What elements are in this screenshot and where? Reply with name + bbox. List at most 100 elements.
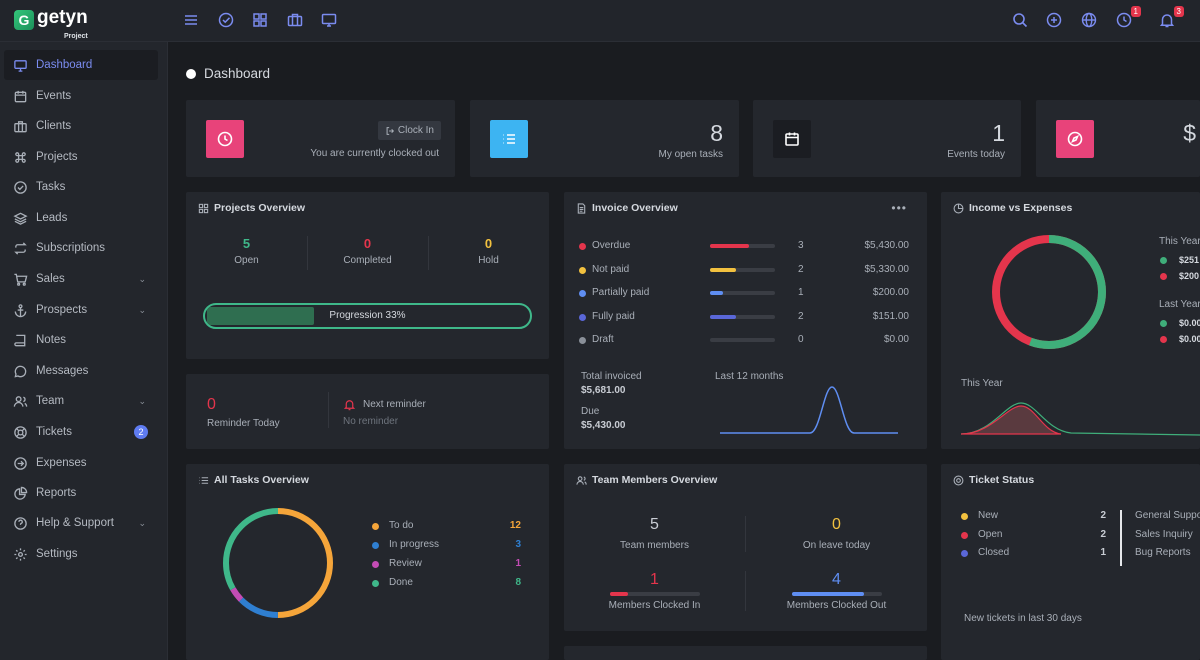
sidebar-item-notes[interactable]: Notes <box>4 325 158 355</box>
briefcase-icon[interactable] <box>286 11 304 29</box>
monitor-icon[interactable] <box>320 11 338 29</box>
clocked-in-label: Members Clocked In <box>608 600 701 611</box>
ty-income: $251 <box>1160 255 1199 265</box>
logo[interactable]: G getyn Project <box>14 7 88 40</box>
clocked-out-bar <box>791 592 882 596</box>
ly-income-value: $0.00 <box>1179 318 1200 328</box>
status-dot <box>961 531 968 539</box>
invoice-row[interactable]: Overdue 3 $5,430.00 <box>579 240 909 254</box>
sidebar-item-help-support[interactable]: Help & Support ⌄ <box>4 508 158 538</box>
invoice-row[interactable]: Draft 0 $0.00 <box>579 334 909 348</box>
ticket-type-item[interactable]: Sales Inquiry <box>1135 528 1193 540</box>
team-overview-card: Team Members Overview 5 Team members 0 O… <box>564 464 927 631</box>
next-reminder[interactable]: Next reminder <box>343 398 426 411</box>
sidebar-item-projects[interactable]: Projects <box>4 142 158 172</box>
invoice-row-count: 1 <box>798 287 804 298</box>
sidebar-item-team[interactable]: Team ⌄ <box>4 386 158 416</box>
status-dot <box>579 337 586 344</box>
menu-icon[interactable] <box>182 11 200 29</box>
calendar-icon <box>773 120 811 158</box>
donut-slice-done[interactable] <box>223 508 333 618</box>
sidebar-item-clients[interactable]: Clients <box>4 111 158 141</box>
team-title: Team Members Overview <box>592 474 718 486</box>
top-bar: G getyn Project 1 3 <box>0 0 1200 42</box>
clock-badge: 1 <box>1130 6 1141 17</box>
ticket-status-row[interactable]: Open 2 <box>961 529 1106 543</box>
sidebar-item-tasks[interactable]: Tasks <box>4 172 158 202</box>
clock-icon[interactable]: 1 <box>1115 6 1141 29</box>
sidebar-item-dashboard[interactable]: Dashboard <box>4 50 158 80</box>
income-expenses-card: Income vs Expenses This Year $251 $200 L… <box>941 192 1200 449</box>
ticket-status-card: Ticket Status New 2 Open 2 Closed 1 General S… <box>941 464 1200 660</box>
sidebar-item-tickets[interactable]: Tickets 2 <box>4 417 158 447</box>
due-label: Due <box>581 406 600 417</box>
task-legend-item[interactable]: To do 12 <box>372 520 536 534</box>
add-circle-icon[interactable] <box>1045 11 1063 29</box>
task-legend-item[interactable]: In progress 3 <box>372 539 536 553</box>
bell-icon[interactable]: 3 <box>1158 6 1184 29</box>
ticket-status-row[interactable]: Closed 1 <box>961 547 1106 561</box>
last-year-label: Last Year <box>1159 299 1200 310</box>
open-tasks-card[interactable]: 8 My open tasks <box>470 100 739 177</box>
total-invoiced-value: $5,681.00 <box>581 385 626 396</box>
sidebar-item-sales[interactable]: Sales ⌄ <box>4 264 158 294</box>
invoice-row-label: Not paid <box>592 263 630 275</box>
task-legend-count: 3 <box>515 539 521 550</box>
this-year-label: This Year <box>1159 236 1200 247</box>
ticket-type-item[interactable]: General Suppo <box>1135 510 1200 521</box>
sidebar-item-events[interactable]: Events <box>4 81 158 111</box>
invoice-row[interactable]: Partially paid 1 $200.00 <box>579 287 909 301</box>
invoice-row[interactable]: Fully paid 2 $151.00 <box>579 311 909 325</box>
sidebar-item-messages[interactable]: Messages <box>4 356 158 386</box>
task-legend-count: 8 <box>515 577 521 588</box>
sidebar-item-subscriptions[interactable]: Subscriptions <box>4 233 158 263</box>
status-dot <box>961 513 968 520</box>
sidebar-item-label: Notes <box>36 334 67 346</box>
on-leave-stat[interactable]: 0 On leave today <box>746 516 927 551</box>
brand-sub: Project <box>63 33 88 40</box>
events-today-card[interactable]: 1 Events today <box>753 100 1021 177</box>
grid-icon[interactable] <box>251 11 269 29</box>
invoice-row-amount: $0.00 <box>883 334 909 345</box>
projects-open-label: Open <box>234 255 259 266</box>
projects-completed-stat[interactable]: 0 Completed <box>307 236 428 266</box>
sidebar-item-prospects[interactable]: Prospects ⌄ <box>4 295 158 325</box>
ticket-status-row[interactable]: New 2 <box>961 510 1106 524</box>
invoice-row-amount: $151.00 <box>872 310 909 322</box>
more-icon[interactable]: ••• <box>891 201 907 215</box>
invoice-chart-label: Last 12 months <box>715 371 784 382</box>
clocked-out-stat[interactable]: 4 Members Clocked Out <box>746 571 927 611</box>
check-circle-icon[interactable] <box>217 11 235 29</box>
sidebar-item-settings[interactable]: Settings <box>4 539 158 569</box>
total-invoiced-label: Total invoiced <box>581 371 642 382</box>
invoice-overview-card: Invoice Overview ••• Overdue 3 $5,430.00 No… <box>564 192 927 449</box>
ticket-type-item[interactable]: Bug Reports <box>1135 547 1191 558</box>
sidebar-item-label: Prospects <box>36 304 88 316</box>
task-legend-item[interactable]: Review 1 <box>372 558 536 572</box>
finance-card[interactable]: $ <box>1036 100 1200 177</box>
divider <box>307 236 308 270</box>
projects-hold-stat[interactable]: 0 Hold <box>428 236 549 266</box>
users-icon <box>576 475 587 485</box>
task-legend-label: To do <box>389 520 414 531</box>
invoice-row-label: Overdue <box>592 240 631 251</box>
chevron-down-icon: ⌄ <box>138 273 146 284</box>
sidebar-item-label: Dashboard <box>36 59 93 71</box>
projects-open-stat[interactable]: 5 Open <box>186 236 307 266</box>
sidebar-item-label: Tickets <box>36 426 72 438</box>
task-legend-item[interactable]: Done 8 <box>372 577 536 591</box>
search-icon[interactable] <box>1011 11 1029 29</box>
clocked-in-stat[interactable]: 1 Members Clocked In <box>564 571 745 611</box>
invoice-row[interactable]: Not paid 2 $5,330.00 <box>579 264 909 278</box>
team-members-stat[interactable]: 5 Team members <box>564 516 745 551</box>
next-reminder-label: Next reminder <box>363 399 426 410</box>
progress-fill <box>207 307 315 325</box>
sidebar-item-expenses[interactable]: Expenses <box>4 448 158 478</box>
clocked-in-fill <box>609 592 628 596</box>
clock-in-button[interactable]: Clock In <box>377 121 441 140</box>
ticket-status-label: Open <box>978 528 1003 540</box>
globe-icon[interactable] <box>1080 11 1098 29</box>
sidebar-item-reports[interactable]: Reports <box>4 478 158 508</box>
sidebar-item-leads[interactable]: Leads <box>4 203 158 233</box>
brand-name: getyn <box>37 7 88 28</box>
